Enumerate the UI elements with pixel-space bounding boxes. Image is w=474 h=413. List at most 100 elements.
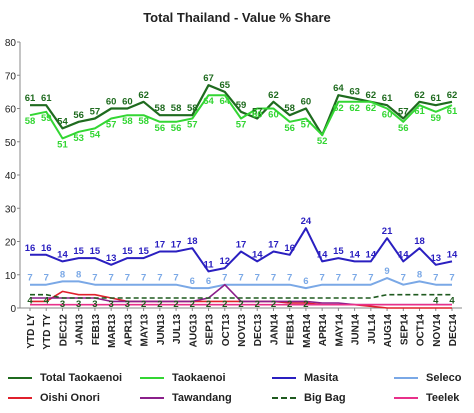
data-label: 13 [106, 253, 117, 264]
legend-item: Oishi Onori [8, 392, 100, 404]
data-label: 7 [255, 273, 260, 284]
y-tick-label: 20 [5, 238, 17, 249]
x-tick-label: DEC12 [58, 314, 69, 347]
y-tick-label: 50 [5, 138, 17, 149]
x-tick-label: APR14 [318, 314, 329, 347]
x-tick-label: FEB14 [286, 314, 297, 346]
data-label: 60 [106, 97, 117, 108]
data-label: 57 [106, 119, 117, 130]
data-label: 60 [301, 97, 312, 108]
data-label: 7 [287, 273, 292, 284]
data-label: 2 [255, 299, 260, 310]
x-tick-label: AUG13 [188, 314, 199, 348]
legend-label: Oishi Onori [40, 392, 100, 404]
data-label: 2 [222, 299, 227, 310]
data-label: 62 [349, 103, 360, 114]
data-label: 57 [236, 119, 247, 130]
data-label: 11 [204, 259, 215, 270]
x-tick-label: SEP14 [399, 314, 410, 346]
legend-swatch [272, 377, 296, 379]
legend-swatch [8, 397, 32, 399]
data-label: 62 [138, 90, 149, 101]
y-tick-label: 10 [5, 271, 17, 282]
data-label: 7 [336, 273, 341, 284]
legend-swatch [8, 377, 32, 379]
x-tick-label: APR13 [123, 314, 134, 347]
data-label: 15 [122, 246, 133, 257]
data-label: 67 [203, 73, 214, 84]
data-label: 56 [398, 123, 409, 134]
data-label: 61 [382, 93, 393, 104]
data-label: 7 [125, 273, 130, 284]
data-label: 61 [447, 106, 458, 117]
data-label: 59 [236, 100, 247, 111]
data-label: 4 [44, 296, 50, 307]
data-label: 3 [60, 299, 65, 310]
series-line [30, 227, 453, 273]
data-label: 15 [333, 246, 344, 257]
legend-swatch [272, 397, 296, 399]
data-label: 2 [173, 299, 178, 310]
series-line [30, 293, 452, 299]
legend-label: Teelek [426, 392, 460, 404]
x-tick-label: AUG14 [383, 314, 394, 348]
x-tick-label: SEP13 [205, 314, 216, 346]
data-label: 3 [125, 299, 130, 310]
data-label: 2 [141, 299, 146, 310]
data-label: 61 [430, 93, 441, 104]
data-label: 7 [109, 273, 114, 284]
data-label: 4 [433, 296, 439, 307]
data-label: 3 [76, 299, 81, 310]
x-tick-label: OCT13 [221, 314, 232, 347]
y-tick-label: 80 [5, 38, 17, 49]
data-label: 53 [73, 133, 84, 144]
data-label: 2 [238, 299, 243, 310]
data-label: 17 [155, 239, 166, 250]
data-label: 17 [236, 239, 247, 250]
data-label: 64 [333, 83, 344, 94]
legend-item: Taokaenoi [140, 372, 226, 384]
data-label: 54 [57, 116, 68, 127]
data-label: 58 [284, 103, 295, 114]
data-label: 14 [57, 249, 68, 260]
data-label: 7 [449, 273, 454, 284]
data-label: 57 [252, 106, 263, 117]
x-tick-label: MAY13 [140, 314, 151, 347]
legend-label: Seleco [426, 372, 462, 384]
data-label: 7 [141, 273, 146, 284]
x-tick-label: MAR13 [107, 314, 118, 348]
data-label: 59 [430, 113, 441, 124]
legend-swatch [394, 377, 418, 379]
data-label: 7 [92, 273, 97, 284]
data-label: 57 [301, 119, 312, 130]
data-label: 4 [449, 296, 455, 307]
data-label: 7 [320, 273, 325, 284]
data-label: 58 [187, 103, 198, 114]
data-label: 14 [252, 249, 263, 260]
data-label: 24 [301, 216, 312, 227]
data-label: 6 [206, 276, 211, 287]
data-label: 64 [219, 96, 230, 107]
data-label: 59 [41, 113, 52, 124]
data-label: 14 [447, 249, 458, 260]
legend-item: Seleco [394, 372, 461, 384]
data-label: 60 [268, 110, 279, 121]
data-label: 8 [76, 269, 81, 280]
data-label: 15 [90, 246, 101, 257]
data-label: 7 [401, 273, 406, 284]
legend-label: Masita [304, 372, 339, 384]
data-label: 7 [352, 273, 357, 284]
data-label: 3 [92, 299, 97, 310]
x-tick-label: NOV13 [237, 314, 248, 347]
data-label: 62 [447, 90, 458, 101]
data-label: 2 [287, 299, 292, 310]
data-label: 7 [271, 273, 276, 284]
y-tick-label: 0 [10, 304, 16, 315]
data-label: 17 [171, 239, 182, 250]
data-label: 15 [138, 246, 149, 257]
data-label: 15 [73, 246, 84, 257]
x-tick-label: JUN14 [351, 314, 362, 346]
data-label: 7 [238, 273, 243, 284]
data-label: 60 [382, 110, 393, 121]
data-label: 9 [384, 266, 389, 277]
